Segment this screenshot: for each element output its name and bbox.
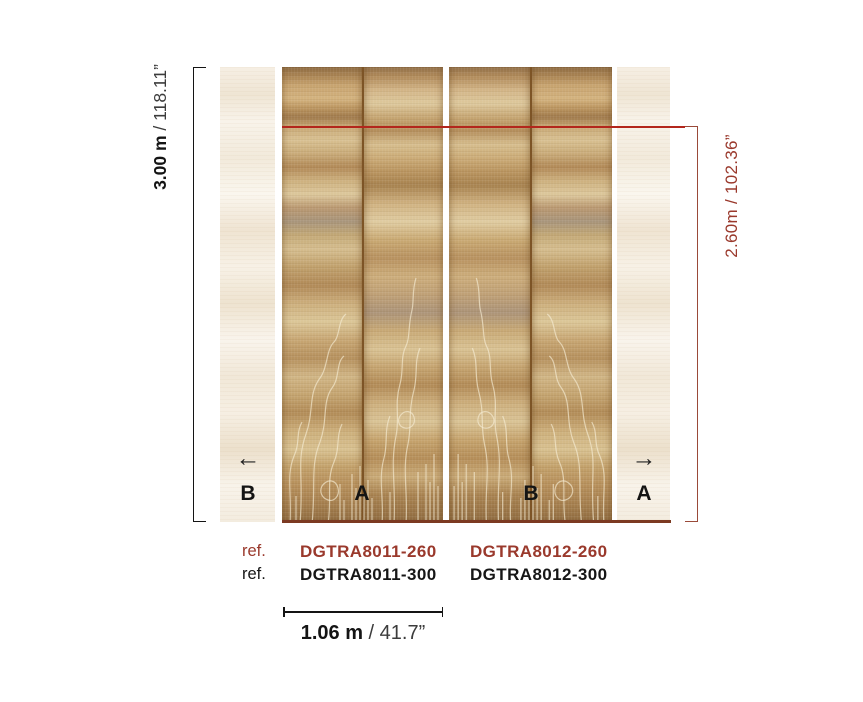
panel-letter-b-plain: B [240,482,256,505]
ref-label-300: ref. [242,565,266,583]
partial-height-label: 2.60m / 102.36” [722,134,741,258]
panel-plain-b [220,67,275,522]
height-dimension-bracket [193,67,206,522]
panel-letter-a-plain: A [636,482,652,505]
ref-code-8012-300: DGTRA8012-300 [470,565,608,584]
ref-code-8011-260: DGTRA8011-260 [300,542,437,561]
panel-plain-a [617,67,670,522]
panel-bottom-edge [282,520,671,523]
panel-printed-b-strip-1 [449,67,532,522]
panel-printed-b-strip-2 [532,67,612,522]
cut-height-line [282,126,685,128]
width-metric: 1.06 m [300,622,363,644]
arrow-left-icon: ← [235,444,261,472]
ref-code-8012-260: DGTRA8012-260 [470,542,608,561]
panel-letter-a-printed: A [354,482,370,505]
arrow-right-icon: → [631,444,657,472]
width-dimension-line [283,608,443,616]
partial-height-bracket [685,126,698,522]
height-imperial: / 118.11” [150,64,170,136]
width-imperial: / 41.7” [363,622,426,644]
height-metric: 3.00 m [150,135,170,190]
panel-printed-a-strip-1 [282,67,364,522]
width-dimension-label: 1.06 m / 41.7” [263,622,463,645]
ref-code-8011-300: DGTRA8011-300 [300,565,437,584]
height-dimension-label: 3.00 m / 118.11” [150,42,170,212]
ref-label-260: ref. [242,542,266,560]
panel-letter-b-printed: B [523,482,539,505]
panel-printed-a-strip-2 [364,67,443,522]
